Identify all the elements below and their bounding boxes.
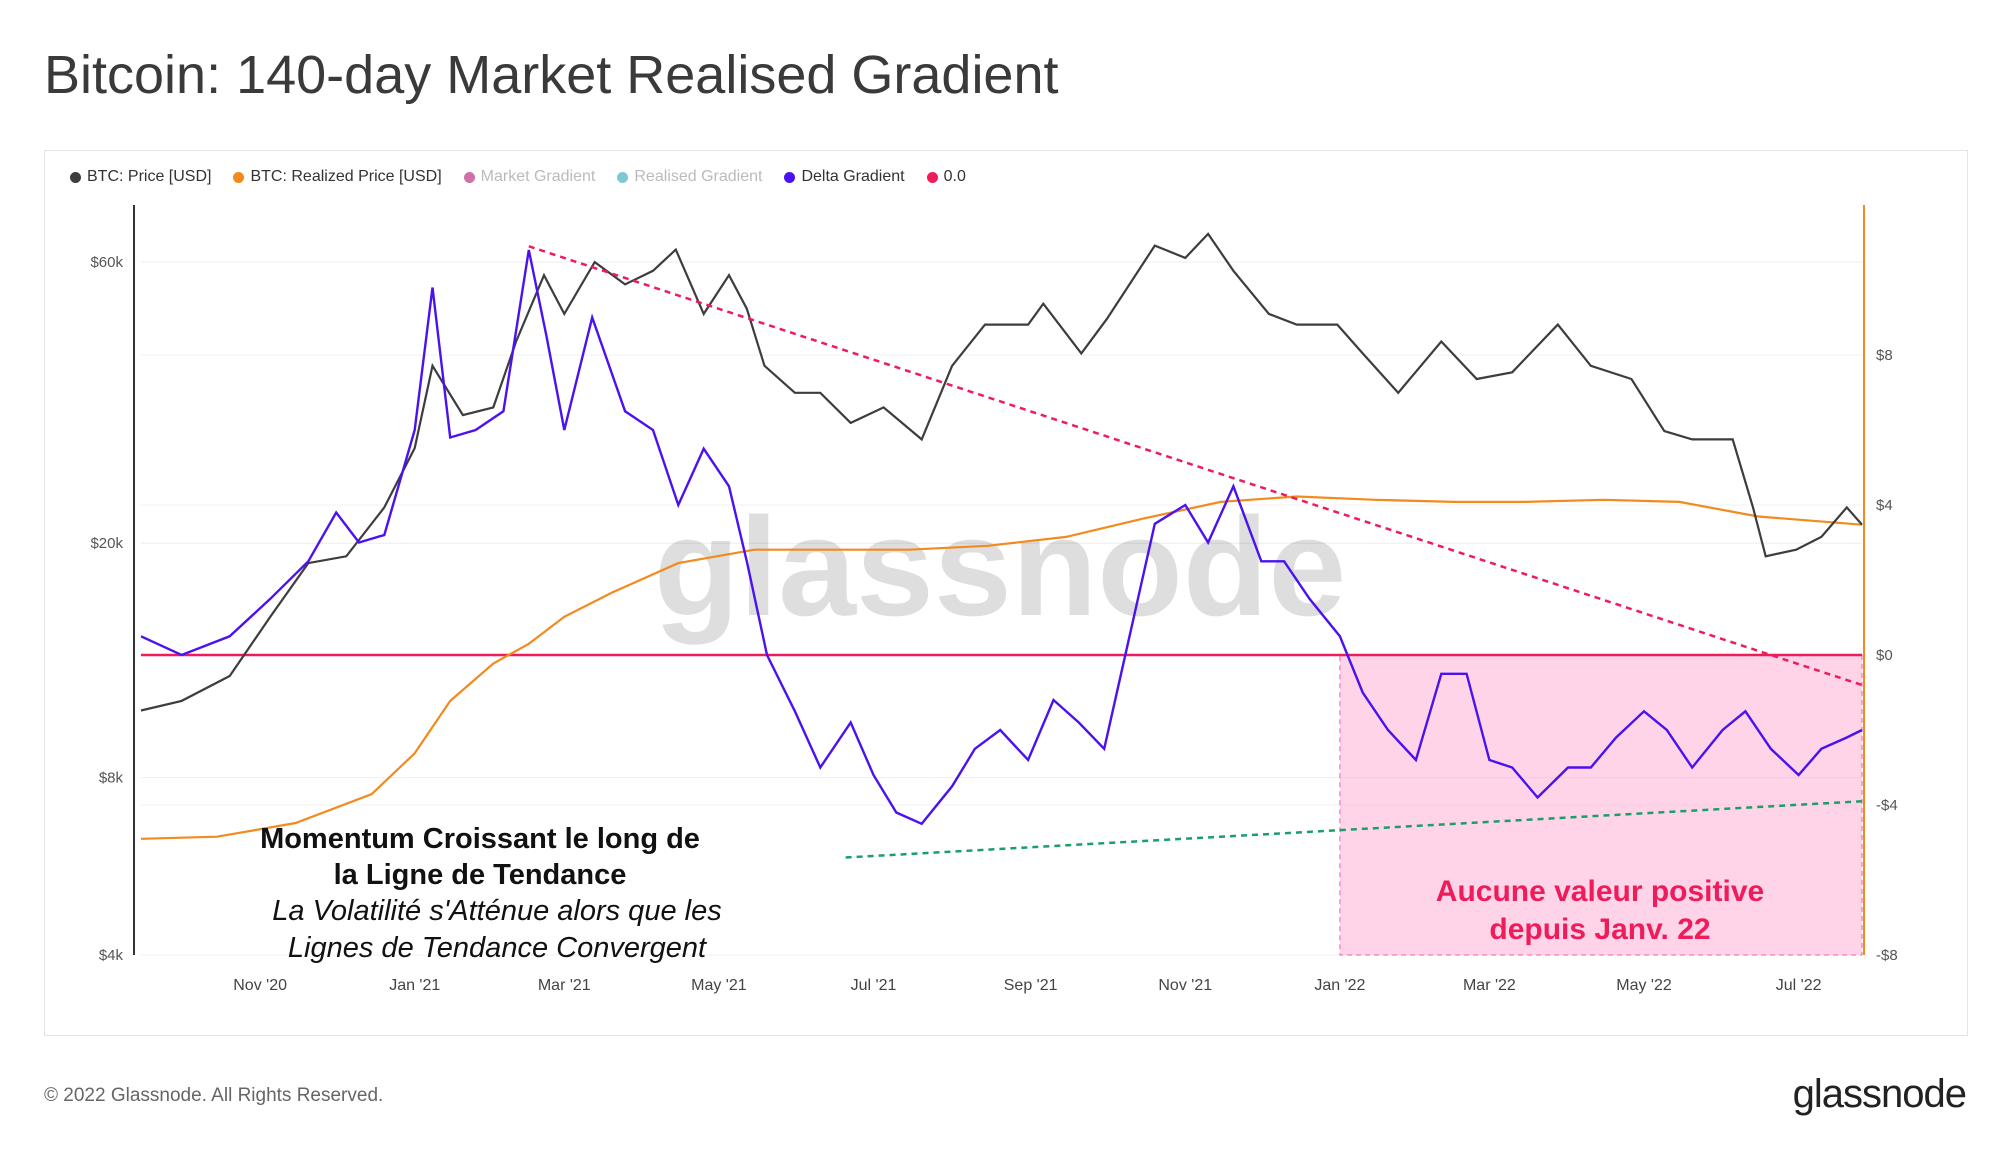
highlight-label: Aucune valeur positive — [1436, 875, 1764, 908]
x-tick-label: Jan '21 — [389, 977, 440, 994]
chart-panel — [44, 150, 1968, 1036]
upper-trendline — [528, 245, 1863, 687]
x-tick-label: Jul '22 — [1776, 977, 1822, 994]
y-left-tick-label: $60k — [90, 254, 123, 271]
page-title: Bitcoin: 140-day Market Realised Gradien… — [44, 45, 1059, 105]
highlight-label: depuis Janv. 22 — [1489, 913, 1710, 946]
legend-label: BTC: Price [USD] — [87, 168, 212, 185]
x-tick-label: Mar '22 — [1463, 977, 1516, 994]
annotation-subtitle: La Volatilité s'Atténue alors que les — [272, 895, 721, 927]
y-left-tick-label: $4k — [99, 947, 124, 964]
legend: BTC: Price [USD] BTC: Realized Price [USD… — [70, 168, 966, 186]
glassnode-logo: glassnode — [1792, 1072, 1967, 1116]
annotation-title: la Ligne de Tendance — [334, 859, 627, 891]
x-tick-label: Jul '21 — [851, 977, 897, 994]
annotation-subtitle: Lignes de Tendance Convergent — [288, 932, 708, 964]
realized-price-line — [140, 495, 1863, 840]
y-right-tick-label: -$4 — [1876, 797, 1898, 814]
legend-label: Realised Gradient — [634, 168, 763, 185]
btc-price-line — [140, 232, 1863, 712]
legend-dot-icon — [617, 171, 629, 183]
legend-item[interactable]: BTC: Price [USD] — [70, 168, 211, 186]
y-right-tick-label: -$8 — [1876, 947, 1898, 964]
legend-dot-icon — [233, 171, 245, 183]
x-tick-label: May '21 — [691, 977, 747, 994]
x-tick-label: Nov '21 — [1158, 977, 1212, 994]
legend-label: Market Gradient — [480, 168, 596, 185]
legend-label: Delta Gradient — [801, 168, 905, 185]
x-tick-label: Nov '20 — [233, 977, 287, 994]
x-tick-label: May '22 — [1616, 977, 1672, 994]
copyright: © 2022 Glassnode. All Rights Reserved. — [44, 1085, 384, 1106]
y-right-tick-label: $8 — [1876, 347, 1893, 364]
legend-item[interactable]: Market Gradient — [463, 168, 596, 186]
x-tick-label: Jan '22 — [1314, 977, 1365, 994]
legend-dot-icon — [70, 171, 81, 183]
legend-dot-icon — [784, 171, 796, 183]
y-left-tick-label: $8k — [99, 770, 124, 787]
legend-item[interactable]: Realised Gradient — [617, 168, 762, 186]
x-tick-label: Sep '21 — [1004, 977, 1058, 994]
highlight-region — [1339, 654, 1863, 956]
legend-dot-icon — [926, 171, 938, 183]
annotation-title: Momentum Croissant le long de — [260, 823, 700, 855]
legend-label: 0.0 — [943, 168, 966, 185]
x-tick-label: Mar '21 — [538, 977, 591, 994]
legend-item[interactable]: BTC: Realized Price [USD] — [233, 168, 442, 186]
y-right-tick-label: $4 — [1876, 497, 1893, 514]
lower-trendline — [845, 800, 1863, 859]
legend-dot-icon — [463, 171, 475, 183]
watermark: glassnode — [654, 488, 1346, 645]
y-left-tick-label: $20k — [90, 535, 123, 552]
legend-label: BTC: Realized Price [USD] — [250, 168, 442, 185]
delta-gradient-line — [140, 249, 1863, 826]
legend-item[interactable]: 0.0 — [926, 168, 966, 186]
y-right-tick-label: $0 — [1876, 647, 1893, 664]
legend-item[interactable]: Delta Gradient — [784, 168, 905, 186]
